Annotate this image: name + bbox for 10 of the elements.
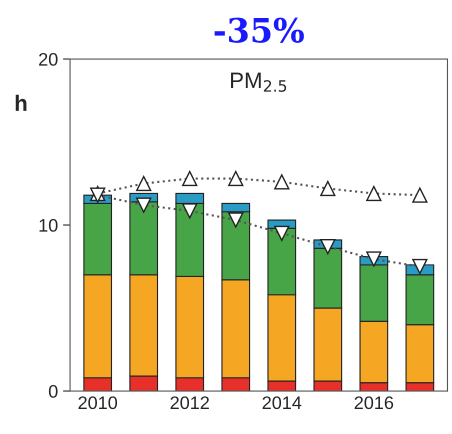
y-axis-title: h [16, 94, 26, 111]
x-tick-label: 2012 [170, 396, 209, 410]
x-tick-label: 2010 [78, 396, 118, 410]
y-tick-label: 10 [40, 218, 58, 232]
y-tick-label: 20 [39, 52, 58, 66]
x-tick-label: 2016 [354, 396, 394, 410]
chart-title: -35% [214, 18, 304, 43]
x-tick-label: 2014 [262, 396, 302, 410]
annotation: PM$_{2.5}$ [231, 72, 286, 92]
y-tick-label: 0 [48, 384, 58, 398]
